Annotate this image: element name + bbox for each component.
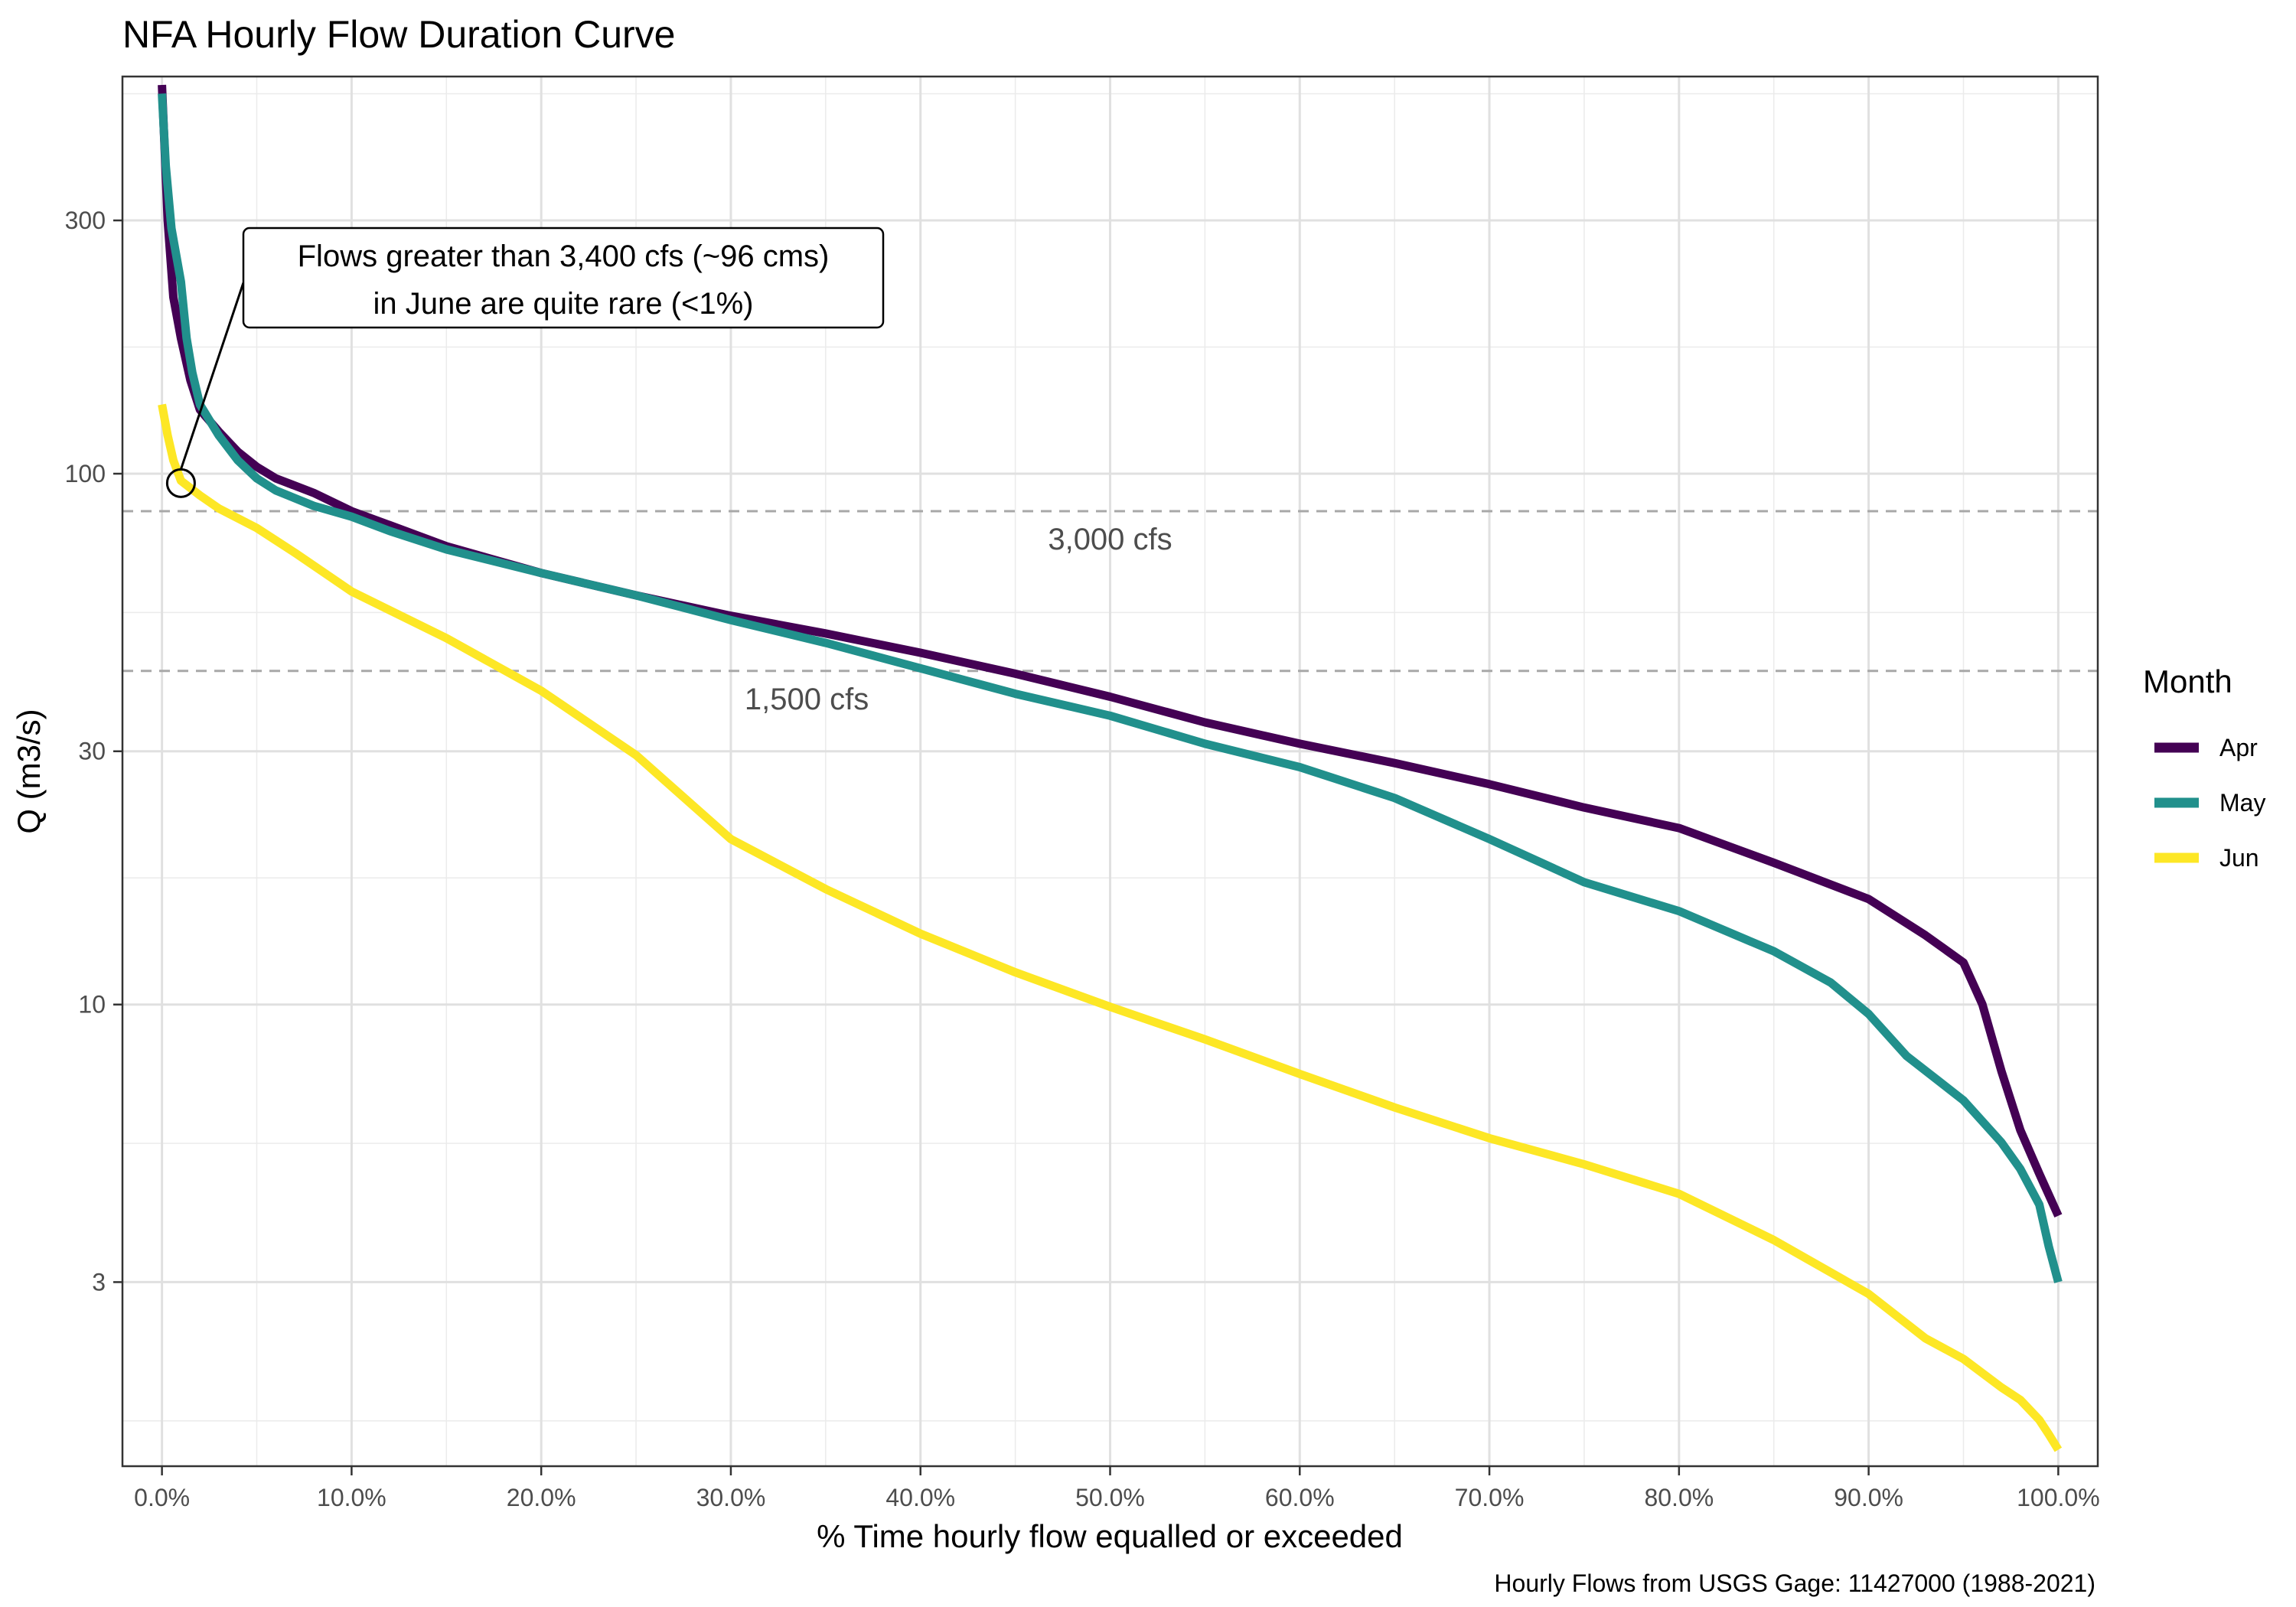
y-axis: 3 10 30 100 300 [65,207,122,1296]
x-tick-label: 20.0% [507,1484,576,1511]
x-axis: 0.0% 10.0% 20.0% 30.0% 40.0% 50.0% 60.0% 70.0% 8… [134,1466,2100,1511]
x-tick-label: 40.0% [885,1484,955,1511]
x-tick-label: 90.0% [1834,1484,1903,1511]
series-line-may [158,93,2063,1283]
legend-label: Jun [2219,844,2259,872]
x-tick-label: 0.0% [134,1484,190,1511]
reference-line-label: 3,000 cfs [1048,523,1172,556]
x-tick-label: 30.0% [696,1484,766,1511]
annotation-text-line: in June are quite rare (<1%) [373,287,754,321]
series-line-jun [158,403,2063,1452]
y-tick-label: 300 [65,207,106,234]
y-tick-label: 3 [92,1268,106,1296]
y-axis-title: Q (m3/s) [11,709,47,833]
chart-caption: Hourly Flows from USGS Gage: 11427000 (1… [1494,1570,2095,1597]
grid-lines [122,77,2098,1466]
y-tick-label: 100 [65,460,106,487]
reference-line-label: 1,500 cfs [745,683,869,716]
x-tick-label: 10.0% [317,1484,386,1511]
legend-title: Month [2143,663,2232,699]
annotation-leader-line [179,282,245,470]
reference-lines: 3,000 cfs 1,500 cfs [122,510,2098,716]
x-tick-label: 70.0% [1455,1484,1525,1511]
x-axis-title: % Time hourly flow equalled or exceeded [817,1518,1403,1554]
x-tick-label: 80.0% [1644,1484,1714,1511]
y-tick-label: 30 [78,738,106,765]
x-tick-label: 50.0% [1075,1484,1145,1511]
annotation-marker [165,468,196,498]
annotation-box [242,227,885,329]
legend: Month Apr May Jun [2143,663,2265,872]
series-lines [158,84,2063,1452]
y-tick-label: 10 [78,991,106,1019]
chart-title: NFA Hourly Flow Duration Curve [122,13,675,56]
legend-label: Apr [2219,734,2258,761]
annotation-text-line: Flows greater than 3,400 cfs (~96 cms) [298,240,830,273]
x-tick-label: 100.0% [2017,1484,2100,1511]
x-tick-label: 60.0% [1265,1484,1335,1511]
legend-items: Apr May Jun [2154,734,2265,872]
legend-label: May [2219,789,2265,817]
annotation: Flows greater than 3,400 cfs (~96 cms) in… [165,227,885,498]
